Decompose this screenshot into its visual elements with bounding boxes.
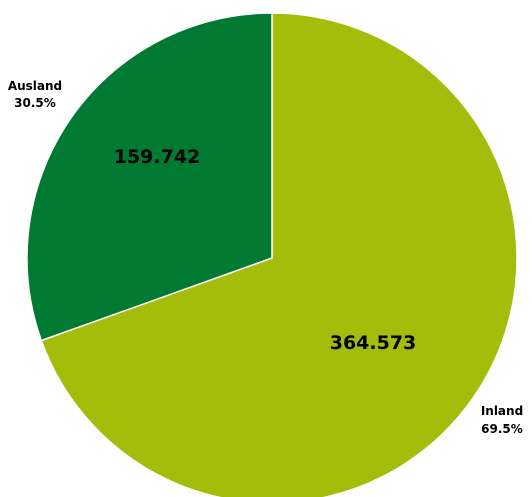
pie-slice-inland — [40, 12, 518, 497]
pie-slices — [26, 12, 518, 497]
slice-name-label-inland: Inland — [481, 404, 523, 418]
slice-percent-label-inland: 69.5% — [481, 422, 523, 436]
pie-slice-ausland — [26, 12, 273, 342]
slice-name-label-ausland: Ausland — [8, 79, 62, 93]
slice-value-label-inland: 364.573 — [330, 332, 417, 354]
slice-percent-label-ausland: 30.5% — [14, 96, 56, 110]
slice-value-label-ausland: 159.742 — [114, 146, 201, 168]
